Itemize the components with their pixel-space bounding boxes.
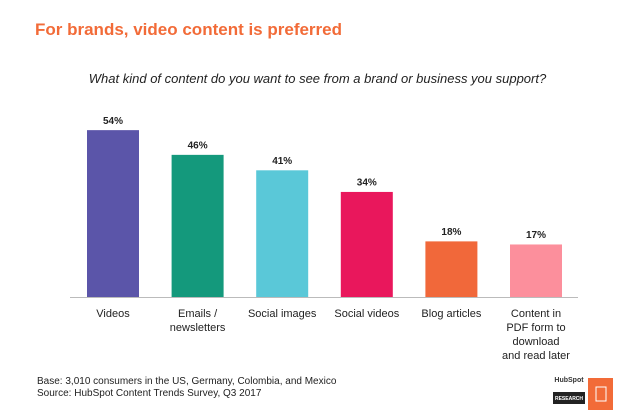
x-tick-label: Videos — [96, 308, 130, 320]
x-tick-label: Emails / newsletters — [169, 308, 226, 334]
value-label: 41% — [272, 156, 292, 167]
x-tick-label: Social images — [247, 308, 317, 320]
chart-subtitle: What kind of content do you want to see … — [88, 71, 547, 86]
value-label: 34% — [357, 178, 377, 189]
footnote: Base: 3,010 consumers in the US, Germany… — [37, 376, 337, 387]
bar — [425, 241, 478, 297]
value-label: 54% — [103, 116, 123, 127]
bar — [256, 170, 309, 297]
logo-icon — [595, 386, 607, 402]
bar — [340, 191, 393, 297]
value-label: 46% — [188, 141, 208, 152]
bar — [171, 154, 224, 297]
x-tick-label: Social videos — [334, 308, 400, 320]
x-tick-label: Blog articles — [421, 308, 482, 320]
chart-title: For brands, video content is preferred — [35, 20, 343, 39]
footnote: Source: HubSpot Content Trends Survey, Q… — [37, 388, 262, 399]
logo-box — [588, 378, 613, 410]
bar — [87, 130, 139, 297]
value-label: 17% — [526, 230, 546, 241]
bar — [510, 244, 562, 297]
tag-box — [553, 392, 585, 404]
logo-text: HubSpot — [554, 377, 584, 384]
x-tick-label: Content in PDF form to download and read… — [502, 308, 570, 362]
value-label: 18% — [441, 227, 461, 238]
tag-text: RESEARCH — [555, 396, 583, 402]
